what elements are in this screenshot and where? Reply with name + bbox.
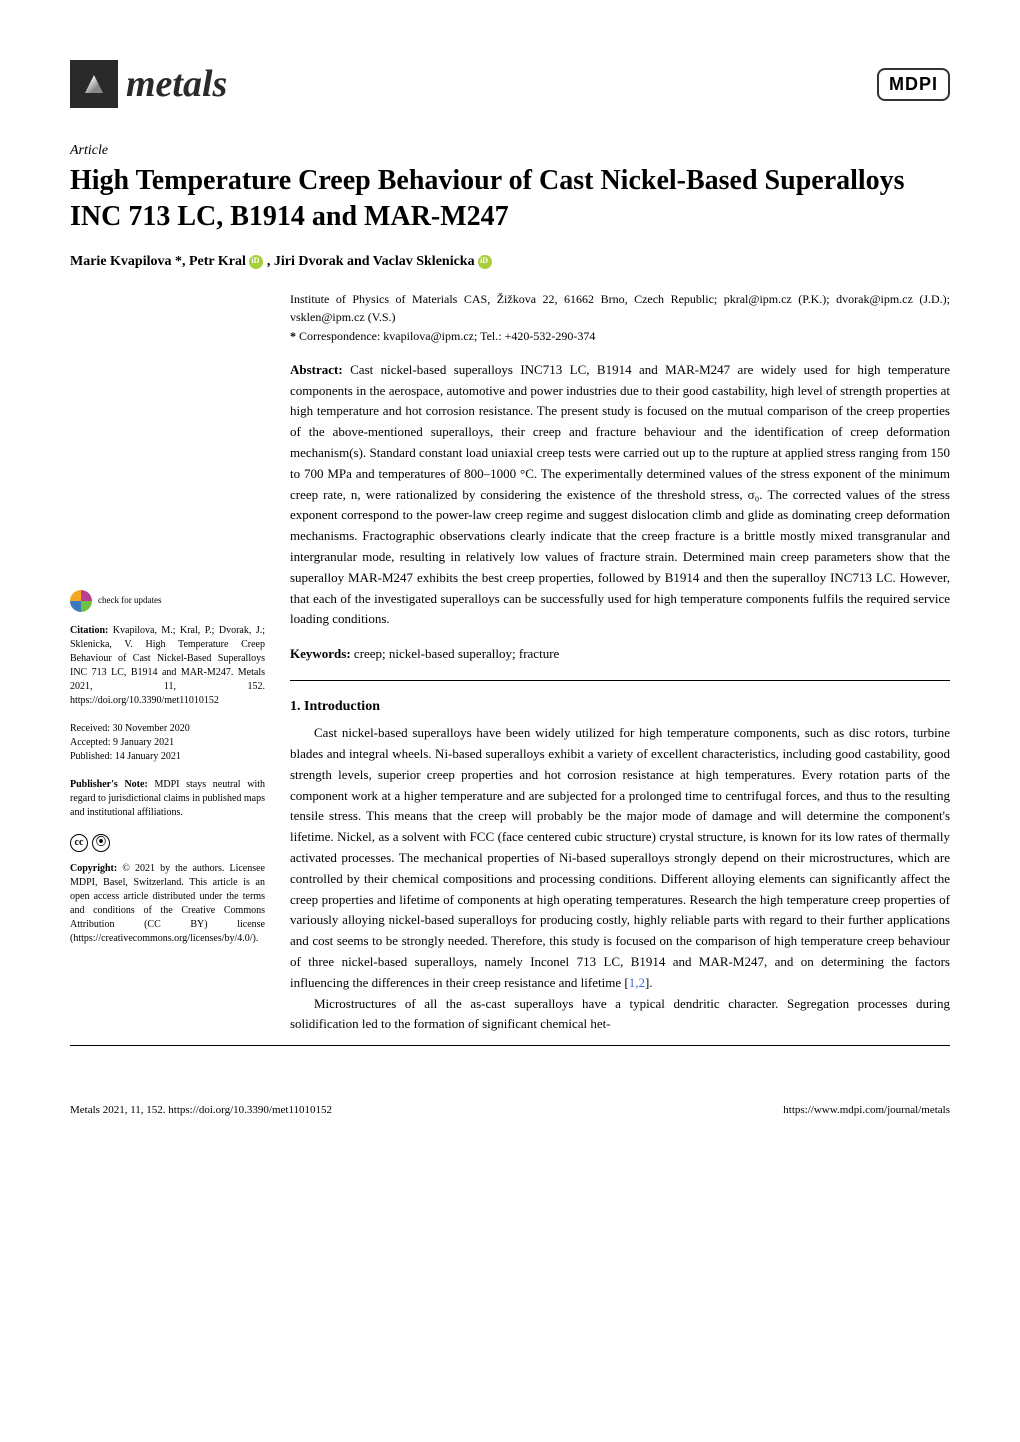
publishers-note-label: Publisher's Note: <box>70 779 148 790</box>
abstract-text: Cast nickel-based superalloys INC713 LC,… <box>290 362 950 627</box>
affiliation: Institute of Physics of Materials CAS, Ž… <box>290 290 950 326</box>
reference-link[interactable]: 1,2 <box>629 975 645 990</box>
accepted-date: Accepted: 9 January 2021 <box>70 736 265 750</box>
article-title: High Temperature Creep Behaviour of Cast… <box>70 163 950 236</box>
publishers-note-block: Publisher's Note: MDPI stays neutral wit… <box>70 778 265 820</box>
citation-label: Citation: <box>70 625 108 636</box>
copyright-label: Copyright: <box>70 863 117 874</box>
keywords-text: creep; nickel-based superalloy; fracture <box>351 646 560 661</box>
abstract: Abstract: Cast nickel-based superalloys … <box>290 360 950 630</box>
main-layout: check for updates Citation: Kvapilova, M… <box>70 290 950 1035</box>
authors-part1: Marie Kvapilova *, Petr Kral <box>70 254 246 269</box>
citation-text: Kvapilova, M.; Kral, P.; Dvorak, J.; Skl… <box>70 625 265 706</box>
article-type: Article <box>70 143 950 159</box>
footer-divider <box>70 1045 950 1046</box>
copyright-block: Copyright: © 2021 by the authors. Licens… <box>70 862 265 946</box>
footer: Metals 2021, 11, 152. https://doi.org/10… <box>70 1096 950 1116</box>
copyright-text: © 2021 by the authors. Licensee MDPI, Ba… <box>70 863 265 944</box>
keywords: Keywords: creep; nickel-based superalloy… <box>290 646 950 681</box>
footer-right: https://www.mdpi.com/journal/metals <box>783 1104 950 1116</box>
intro-paragraph-2: Microstructures of all the as-cast super… <box>290 994 950 1036</box>
content-column: Institute of Physics of Materials CAS, Ž… <box>290 290 950 1035</box>
dates-block: Received: 30 November 2020 Accepted: 9 J… <box>70 722 265 764</box>
check-updates[interactable]: check for updates <box>70 590 265 612</box>
intro-paragraph-1: Cast nickel-based superalloys have been … <box>290 723 950 993</box>
published-date: Published: 14 January 2021 <box>70 750 265 764</box>
cc-icon: cc <box>70 834 88 852</box>
cc-license: cc ⦿ <box>70 834 265 852</box>
section-heading-intro: 1. Introduction <box>290 699 950 715</box>
authors-part2: , Jiri Dvorak and Vaclav Sklenicka <box>267 254 475 269</box>
intro-p1-end: ]. <box>645 975 653 990</box>
publisher-logo: MDPI <box>877 68 950 101</box>
check-updates-text: check for updates <box>98 596 161 606</box>
publisher-name: MDPI <box>889 74 938 95</box>
authors-line: Marie Kvapilova *, Petr Kral , Jiri Dvor… <box>70 254 950 270</box>
received-date: Received: 30 November 2020 <box>70 722 265 736</box>
header: metals MDPI <box>70 60 950 108</box>
journal-name: metals <box>126 62 227 106</box>
sidebar: check for updates Citation: Kvapilova, M… <box>70 290 265 1035</box>
citation-block: Citation: Kvapilova, M.; Kral, P.; Dvora… <box>70 624 265 708</box>
correspondence: * Correspondence: kvapilova@ipm.cz; Tel.… <box>290 329 950 344</box>
keywords-label: Keywords: <box>290 646 351 661</box>
orcid-icon[interactable] <box>249 255 263 269</box>
journal-logo: metals <box>70 60 227 108</box>
by-icon: ⦿ <box>92 834 110 852</box>
footer-left: Metals 2021, 11, 152. https://doi.org/10… <box>70 1104 332 1116</box>
intro-p1-text: Cast nickel-based superalloys have been … <box>290 725 950 990</box>
correspondence-text: Correspondence: kvapilova@ipm.cz; Tel.: … <box>296 329 595 343</box>
abstract-label: Abstract: <box>290 362 343 377</box>
metals-logo-icon <box>70 60 118 108</box>
orcid-icon[interactable] <box>478 255 492 269</box>
check-updates-icon <box>70 590 92 612</box>
